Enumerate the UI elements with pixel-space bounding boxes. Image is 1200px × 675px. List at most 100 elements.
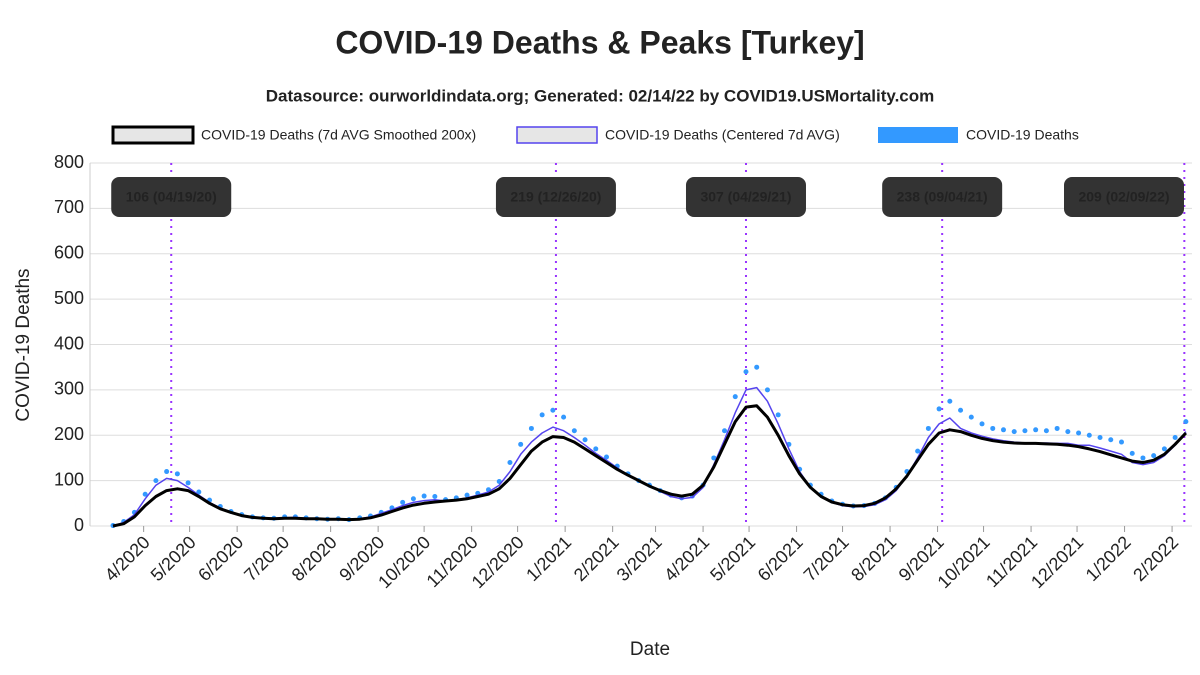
data-point xyxy=(958,407,964,413)
data-point xyxy=(196,489,202,495)
x-axis-label: Date xyxy=(630,639,670,660)
y-tick-label: 600 xyxy=(54,243,84,263)
x-tick-label: 6/2020 xyxy=(194,532,247,585)
data-point xyxy=(539,412,545,418)
peak-label-box xyxy=(495,177,616,217)
data-point xyxy=(1033,427,1039,433)
data-point xyxy=(947,398,953,404)
data-point xyxy=(1151,453,1157,459)
data-point xyxy=(1183,419,1189,425)
x-tick-label: 4/2021 xyxy=(660,532,713,585)
legend-swatch xyxy=(878,127,958,143)
data-point xyxy=(711,455,717,461)
data-point xyxy=(754,364,760,370)
data-point xyxy=(990,425,996,431)
data-point xyxy=(936,406,942,412)
data-point xyxy=(925,425,931,431)
data-point xyxy=(604,454,610,460)
data-point xyxy=(743,369,749,375)
data-point xyxy=(1022,428,1028,434)
data-point xyxy=(550,407,556,413)
data-point xyxy=(764,387,770,393)
x-tick-label: 1/2022 xyxy=(1082,532,1135,585)
series-line xyxy=(112,386,1187,527)
data-point xyxy=(174,471,180,477)
data-point xyxy=(400,499,406,505)
y-tick-label: 500 xyxy=(54,288,84,308)
peak-label: 219 (12/26/20) xyxy=(510,189,601,205)
x-tick-label: 2/2021 xyxy=(570,532,623,585)
x-tick-label: 1/2021 xyxy=(522,532,575,585)
data-point xyxy=(1140,455,1146,461)
peak-label-box xyxy=(111,177,232,217)
data-point xyxy=(1172,435,1178,441)
data-point xyxy=(164,469,170,475)
data-point xyxy=(1043,428,1049,434)
x-tick-label: 8/2020 xyxy=(288,532,341,585)
y-tick-label: 700 xyxy=(54,197,84,217)
y-axis-label: COVID-19 Deaths xyxy=(13,268,34,421)
data-point xyxy=(1000,427,1006,433)
x-tick-label: 5/2021 xyxy=(706,532,759,585)
data-point xyxy=(915,448,921,454)
chart-title: COVID-19 Deaths & Peaks [Turkey] xyxy=(335,24,864,60)
data-point xyxy=(582,437,588,443)
data-point xyxy=(1118,439,1124,445)
x-tick-label: 6/2021 xyxy=(754,532,807,585)
legend-label: COVID-19 Deaths (7d AVG Smoothed 200x) xyxy=(201,127,476,143)
data-point xyxy=(571,428,577,434)
data-point xyxy=(561,414,567,420)
data-point xyxy=(185,480,191,486)
data-point xyxy=(1011,429,1017,435)
data-point xyxy=(410,496,416,502)
data-point xyxy=(142,491,148,497)
peak-label-box xyxy=(882,177,1003,217)
x-tick-label: 4/2020 xyxy=(101,532,154,585)
legend-swatch xyxy=(516,126,598,144)
peak-label: 238 (09/04/21) xyxy=(897,189,988,205)
x-tick-label: 8/2021 xyxy=(847,532,900,585)
peak-label-box xyxy=(685,177,806,217)
data-point xyxy=(153,478,159,484)
peak-label-box xyxy=(1064,177,1184,217)
peak-label: 307 (04/29/21) xyxy=(700,189,791,205)
data-point xyxy=(1097,435,1103,441)
data-point xyxy=(507,459,513,465)
x-tick-label: 5/2020 xyxy=(147,532,200,585)
data-point xyxy=(1076,430,1082,436)
x-tick-label: 2/2022 xyxy=(1129,532,1182,585)
y-tick-label: 0 xyxy=(74,515,84,535)
data-point xyxy=(1129,450,1135,456)
x-tick-label: 7/2021 xyxy=(800,532,853,585)
data-point xyxy=(722,428,728,434)
series-line xyxy=(112,404,1187,528)
data-point xyxy=(1065,429,1071,435)
data-point xyxy=(1054,425,1060,431)
data-point xyxy=(732,394,738,400)
data-point xyxy=(593,446,599,452)
y-tick-label: 300 xyxy=(54,379,84,399)
data-point xyxy=(968,414,974,420)
data-point xyxy=(1108,437,1114,443)
y-tick-label: 800 xyxy=(54,152,84,172)
data-point xyxy=(518,441,524,447)
x-tick-label: 3/2021 xyxy=(613,532,666,585)
legend-swatch xyxy=(111,125,195,145)
peak-label: 209 (02/09/22) xyxy=(1078,189,1169,205)
legend-label: COVID-19 Deaths xyxy=(966,127,1079,143)
legend-label: COVID-19 Deaths (Centered 7d AVG) xyxy=(605,127,840,143)
x-tick-label: 7/2020 xyxy=(240,532,293,585)
peak-label: 106 (04/19/20) xyxy=(126,189,217,205)
data-point xyxy=(464,492,470,498)
data-point xyxy=(1161,446,1167,452)
y-tick-label: 200 xyxy=(54,424,84,444)
data-point xyxy=(979,421,985,427)
data-point xyxy=(421,493,427,499)
data-point xyxy=(775,412,781,418)
chart-subtitle: Datasource: ourworldindata.org; Generate… xyxy=(266,86,935,105)
data-point xyxy=(528,425,534,431)
data-point xyxy=(1086,432,1092,438)
data-point xyxy=(432,494,438,500)
y-tick-label: 400 xyxy=(54,333,84,353)
